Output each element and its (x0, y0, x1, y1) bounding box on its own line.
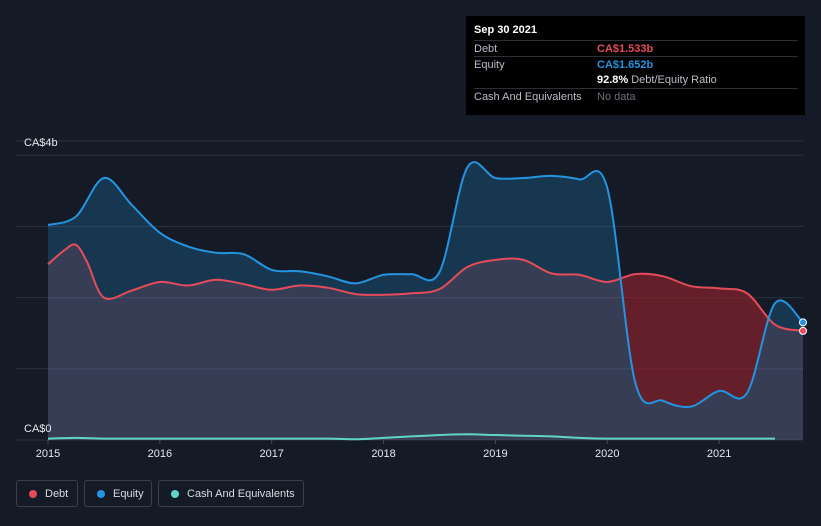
tooltip-panel: Sep 30 2021 Debt CA$1.533b Equity CA$1.6… (466, 16, 805, 115)
legend-cash-label: Cash And Equivalents (187, 487, 295, 500)
y-axis-bottom-label: CA$0 (24, 423, 52, 435)
tooltip-ratio-label: Debt/Equity Ratio (631, 74, 717, 86)
tooltip-debt-label: Debt (474, 43, 498, 55)
legend-equity-label: Equity (113, 487, 144, 500)
tooltip-cash-value: No data (597, 91, 636, 103)
tooltip-debt-value: CA$1.533b (597, 43, 654, 55)
series-line-debt (47, 243, 804, 332)
tooltip-row-ratio: 92.8% Debt/Equity Ratio (474, 72, 798, 88)
tooltip-row-equity: Equity CA$1.652b (474, 56, 798, 72)
legend-equity-dot (97, 489, 105, 498)
x-tick-label: 2017 (259, 448, 283, 460)
tooltip-date: Sep 30 2021 (474, 24, 537, 36)
debt-end-marker (799, 326, 807, 335)
equity-end-marker (799, 318, 807, 327)
tooltip-ratio-value: 92.8% (597, 74, 629, 86)
x-tick-label: 2021 (707, 448, 731, 460)
tooltip-row-cash: Cash And Equivalents No data (474, 88, 798, 104)
x-tick-label: 2020 (595, 448, 619, 460)
x-tick-label: 2018 (371, 448, 395, 460)
x-tick-label: 2016 (148, 448, 172, 460)
tooltip-equity-label: Equity (474, 59, 505, 71)
tooltip-equity-value: CA$1.652b (597, 59, 654, 71)
y-axis-top-label: CA$4b (24, 137, 58, 149)
series-line-cash (47, 433, 775, 441)
tooltip-row-debt: Debt CA$1.533b (474, 40, 798, 56)
legend-cash[interactable]: Cash And Equivalents (158, 480, 304, 507)
legend-equity[interactable]: Equity (84, 480, 152, 507)
legend-debt-label: Debt (45, 487, 69, 500)
legend-cash-dot (171, 489, 179, 498)
legend-debt-dot (29, 489, 37, 498)
tooltip-cash-label: Cash And Equivalents (474, 91, 582, 103)
series-line-equity (47, 161, 804, 408)
x-tick-label: 2015 (36, 448, 60, 460)
x-tick-label: 2019 (483, 448, 507, 460)
legend-debt[interactable]: Debt (16, 480, 78, 507)
debt-area (48, 244, 803, 440)
